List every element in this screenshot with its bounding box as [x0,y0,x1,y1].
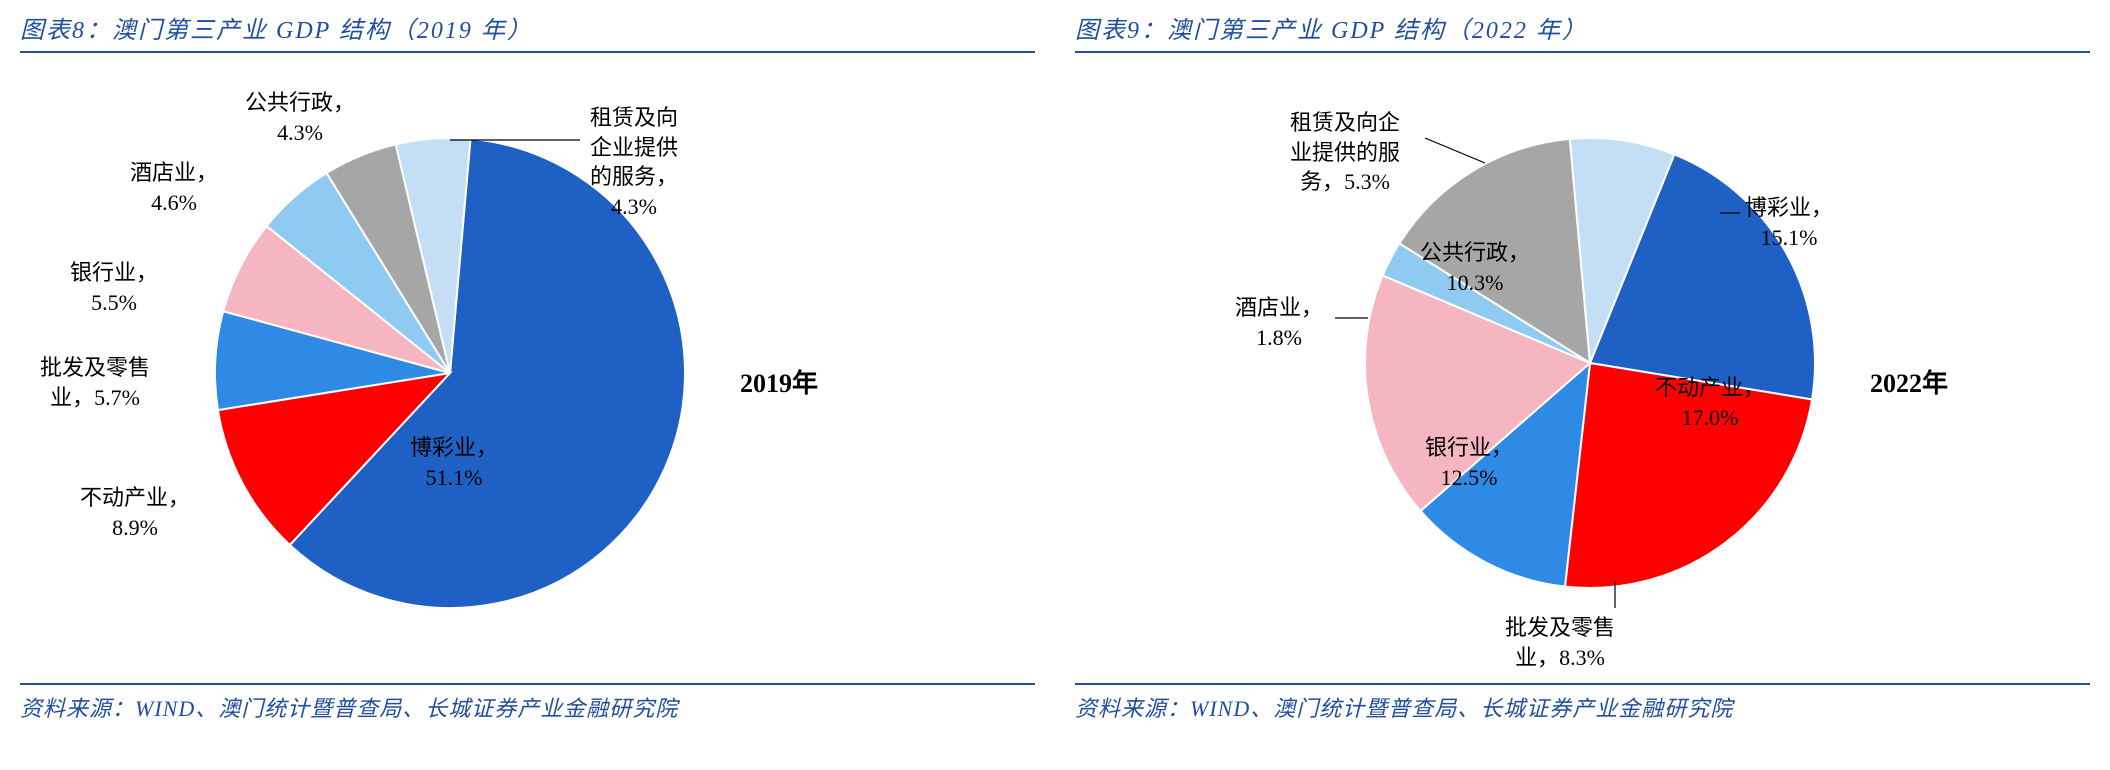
slice-label: 银行业， 12.5% [1425,433,1513,492]
slice-label: 不动产业， 8.9% [80,483,190,542]
slice-label: 银行业， 5.5% [70,258,158,317]
slice-label: 不动产业， 17.0% [1655,373,1765,432]
slice-label: 租赁及向 企业提供 的服务， 4.3% [590,103,678,222]
slice-label: 批发及零售 业，5.7% [40,353,150,412]
slice-label: 公共行政， 10.3% [1420,238,1530,297]
chart-area-2019: 博彩业， 51.1% 不动产业， 8.9% 批发及零售 业，5.7% 银行业， 5.5… [20,63,1035,683]
panel-2019: 图表8：澳门第三产业 GDP 结构（2019 年） 博彩业， 51.1% 不动产业… [20,10,1035,723]
panel-source-2022: 资料来源：WIND、澳门统计暨普查局、长城证券产业金融研究院 [1075,683,2090,723]
slice-label: 批发及零售 业，8.3% [1505,613,1615,672]
panel-source-2019: 资料来源：WIND、澳门统计暨普查局、长城证券产业金融研究院 [20,683,1035,723]
panel-2022: 图表9：澳门第三产业 GDP 结构（2022 年） 博彩业， 15.1% 不动产业… [1075,10,2090,723]
slice-label: 公共行政， 4.3% [245,88,355,147]
slice-label: 酒店业， 1.8% [1235,293,1323,352]
year-label: 2019年 [740,363,818,400]
slice-label: 博彩业， 51.1% [410,433,498,492]
slice-label: 博彩业， 15.1% [1745,193,1833,252]
chart-area-2022: 博彩业， 15.1% 不动产业， 17.0% 批发及零售 业，8.3% 银行业， 12… [1075,63,2090,683]
panel-title-2022: 图表9：澳门第三产业 GDP 结构（2022 年） [1075,10,2090,53]
slice-label: 酒店业， 4.6% [130,158,218,217]
panel-title-2019: 图表8：澳门第三产业 GDP 结构（2019 年） [20,10,1035,53]
panels-row: 图表8：澳门第三产业 GDP 结构（2019 年） 博彩业， 51.1% 不动产业… [20,10,2090,723]
slice-label: 租赁及向企 业提供的服 务，5.3% [1290,108,1400,197]
leader-line [1425,138,1485,163]
year-label: 2022年 [1870,363,1948,400]
pie-chart [20,63,1020,683]
